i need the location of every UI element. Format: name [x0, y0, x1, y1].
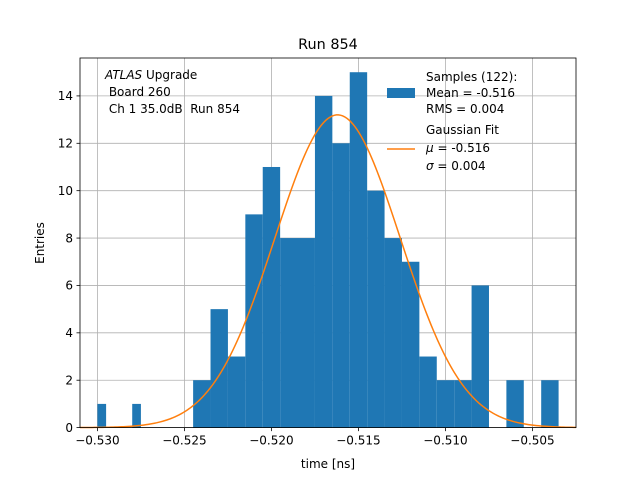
mu-symbol: μ — [425, 141, 434, 155]
histogram-bar-12 — [384, 238, 402, 428]
annotation-line-3: Ch 1 35.0dB Run 854 — [105, 102, 240, 116]
y-tick-label-4: 8 — [65, 231, 73, 245]
histogram-bar-16 — [454, 380, 472, 428]
histogram-bar-21 — [541, 380, 559, 428]
y-tick-label-1: 2 — [65, 374, 73, 388]
run-annotation: ATLAS Upgrade Board 260 Ch 1 35.0dB Run … — [104, 68, 240, 116]
histogram-bar-13 — [401, 261, 420, 428]
y-axis-ticks: 0 2 4 6 8 10 12 14 — [58, 89, 80, 435]
histogram-bar-3 — [210, 309, 228, 428]
annotation-line-1: ATLAS Upgrade — [104, 68, 197, 82]
atlas-label: ATLAS — [104, 68, 143, 82]
y-tick-label-3: 6 — [65, 279, 73, 293]
histogram-bar-0 — [97, 403, 107, 428]
y-tick-label-5: 10 — [58, 184, 73, 198]
histogram-bar-19 — [506, 380, 524, 428]
axes-frame — [79, 57, 577, 429]
histogram-bar-14 — [419, 356, 437, 428]
y-tick-label-0: 0 — [65, 421, 73, 435]
legend-samples-title: Samples (122): — [426, 70, 517, 84]
histogram-bar-17 — [471, 285, 489, 428]
y-axis-label: Entries — [33, 222, 47, 264]
histogram-bar-7 — [280, 238, 315, 428]
upgrade-label: Upgrade — [142, 68, 197, 82]
y-tick-label-7: 14 — [58, 89, 73, 103]
legend-fit-sigma: σ = 0.004 — [426, 159, 486, 173]
histogram-bar-11 — [367, 190, 385, 428]
x-tick-label-0: −0.530 — [75, 434, 119, 448]
x-tick-label-3: −0.515 — [336, 434, 380, 448]
y-tick-label-2: 4 — [65, 326, 73, 340]
legend-samples-rms: RMS = 0.004 — [426, 102, 504, 116]
legend-fit-mu: μ = -0.516 — [425, 141, 490, 155]
chart-title: Run 854 — [298, 37, 358, 53]
legend: Samples (122): Mean = -0.516 RMS = 0.004… — [387, 70, 517, 173]
legend-samples-mean: Mean = -0.516 — [426, 86, 515, 100]
x-axis-label: time [ns] — [301, 457, 355, 471]
histogram-bars — [97, 72, 559, 428]
sigma-symbol: σ — [426, 159, 434, 173]
gaussian-fit-curve — [79, 114, 577, 429]
x-axis-ticks: −0.530 −0.525 −0.520 −0.515 −0.510 −0.505 — [75, 427, 555, 448]
annotation-line-2: Board 260 — [105, 85, 171, 99]
x-tick-label-1: −0.525 — [162, 434, 206, 448]
y-tick-label-6: 12 — [58, 137, 73, 151]
histogram-bar-9 — [332, 143, 350, 428]
x-tick-label-5: −0.505 — [510, 434, 554, 448]
histogram-bar-10 — [349, 72, 368, 428]
histogram-bar-1 — [132, 403, 141, 428]
mu-value: = -0.516 — [434, 141, 490, 155]
x-tick-label-4: −0.510 — [423, 434, 467, 448]
legend-samples-swatch — [387, 88, 415, 98]
histogram-bar-15 — [436, 380, 455, 428]
legend-fit-title: Gaussian Fit — [426, 123, 499, 137]
histogram-bar-5 — [245, 214, 263, 428]
histogram-bar-4 — [227, 356, 246, 428]
histogram-bar-8 — [314, 95, 333, 428]
histogram-bar-6 — [262, 166, 281, 428]
sigma-value: = 0.004 — [434, 159, 486, 173]
x-tick-label-2: −0.520 — [249, 434, 293, 448]
